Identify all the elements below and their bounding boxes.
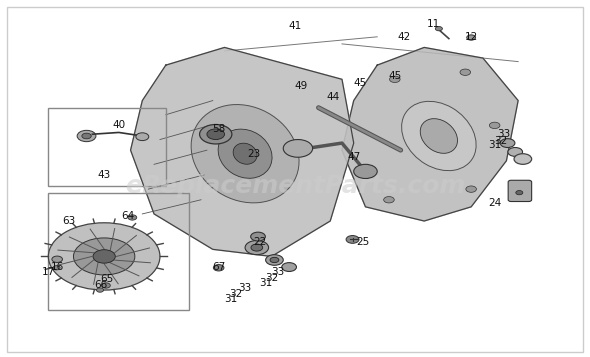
Bar bbox=[48, 193, 189, 310]
Ellipse shape bbox=[283, 140, 313, 157]
Text: 32: 32 bbox=[265, 273, 278, 283]
Text: 12: 12 bbox=[464, 32, 478, 42]
FancyBboxPatch shape bbox=[508, 180, 532, 201]
Text: 31: 31 bbox=[259, 278, 272, 288]
Text: 22: 22 bbox=[253, 237, 267, 247]
Ellipse shape bbox=[467, 35, 476, 40]
Polygon shape bbox=[130, 47, 354, 256]
Text: 66: 66 bbox=[94, 280, 108, 290]
Bar bbox=[48, 108, 166, 186]
Text: 43: 43 bbox=[97, 170, 111, 180]
Ellipse shape bbox=[514, 154, 532, 164]
Ellipse shape bbox=[460, 69, 471, 75]
Text: 31: 31 bbox=[488, 140, 501, 150]
Ellipse shape bbox=[52, 256, 63, 262]
Text: 63: 63 bbox=[63, 216, 76, 226]
Ellipse shape bbox=[489, 122, 500, 129]
Ellipse shape bbox=[435, 26, 442, 31]
Text: 45: 45 bbox=[353, 78, 366, 88]
Ellipse shape bbox=[207, 129, 225, 140]
Circle shape bbox=[48, 223, 160, 290]
Ellipse shape bbox=[346, 236, 359, 243]
Ellipse shape bbox=[420, 119, 457, 153]
Text: 32: 32 bbox=[494, 136, 507, 146]
Ellipse shape bbox=[82, 133, 91, 139]
Text: 45: 45 bbox=[388, 71, 401, 81]
Text: 31: 31 bbox=[224, 294, 237, 304]
Text: 24: 24 bbox=[488, 198, 501, 208]
Text: 33: 33 bbox=[497, 129, 510, 139]
Text: 25: 25 bbox=[356, 237, 369, 247]
Text: 65: 65 bbox=[100, 275, 114, 285]
Text: 41: 41 bbox=[289, 21, 301, 31]
Ellipse shape bbox=[128, 215, 137, 220]
Ellipse shape bbox=[266, 255, 283, 265]
Text: eReplacementParts.com: eReplacementParts.com bbox=[125, 174, 465, 197]
Ellipse shape bbox=[245, 241, 268, 255]
Text: 58: 58 bbox=[212, 124, 225, 134]
Ellipse shape bbox=[136, 133, 149, 141]
Text: 64: 64 bbox=[121, 211, 135, 221]
Text: 11: 11 bbox=[427, 19, 440, 29]
Text: 67: 67 bbox=[212, 262, 225, 272]
Text: 16: 16 bbox=[51, 262, 64, 272]
Ellipse shape bbox=[516, 191, 523, 195]
Ellipse shape bbox=[97, 288, 104, 292]
Text: 40: 40 bbox=[112, 120, 126, 130]
Circle shape bbox=[93, 250, 115, 263]
Text: 47: 47 bbox=[347, 152, 360, 162]
Ellipse shape bbox=[214, 265, 224, 271]
Ellipse shape bbox=[384, 197, 394, 203]
Ellipse shape bbox=[282, 263, 296, 271]
Ellipse shape bbox=[53, 266, 60, 270]
Ellipse shape bbox=[508, 147, 523, 156]
Polygon shape bbox=[342, 47, 518, 221]
Text: 42: 42 bbox=[397, 32, 410, 42]
Ellipse shape bbox=[251, 244, 263, 251]
Circle shape bbox=[74, 238, 135, 275]
Text: 33: 33 bbox=[271, 267, 284, 277]
Ellipse shape bbox=[466, 186, 477, 192]
Ellipse shape bbox=[233, 143, 257, 164]
Ellipse shape bbox=[199, 125, 232, 144]
Ellipse shape bbox=[101, 283, 110, 288]
Ellipse shape bbox=[500, 139, 515, 147]
Text: 32: 32 bbox=[230, 288, 243, 298]
Ellipse shape bbox=[77, 130, 96, 142]
Ellipse shape bbox=[354, 164, 377, 178]
Text: 44: 44 bbox=[326, 92, 340, 102]
Ellipse shape bbox=[218, 129, 272, 178]
Ellipse shape bbox=[402, 101, 476, 171]
Text: 49: 49 bbox=[294, 81, 307, 91]
Ellipse shape bbox=[191, 105, 299, 203]
Ellipse shape bbox=[389, 76, 400, 82]
Text: 33: 33 bbox=[238, 283, 252, 293]
Ellipse shape bbox=[251, 232, 266, 241]
Text: 17: 17 bbox=[42, 267, 55, 277]
Ellipse shape bbox=[270, 257, 279, 263]
Text: 23: 23 bbox=[247, 149, 261, 159]
